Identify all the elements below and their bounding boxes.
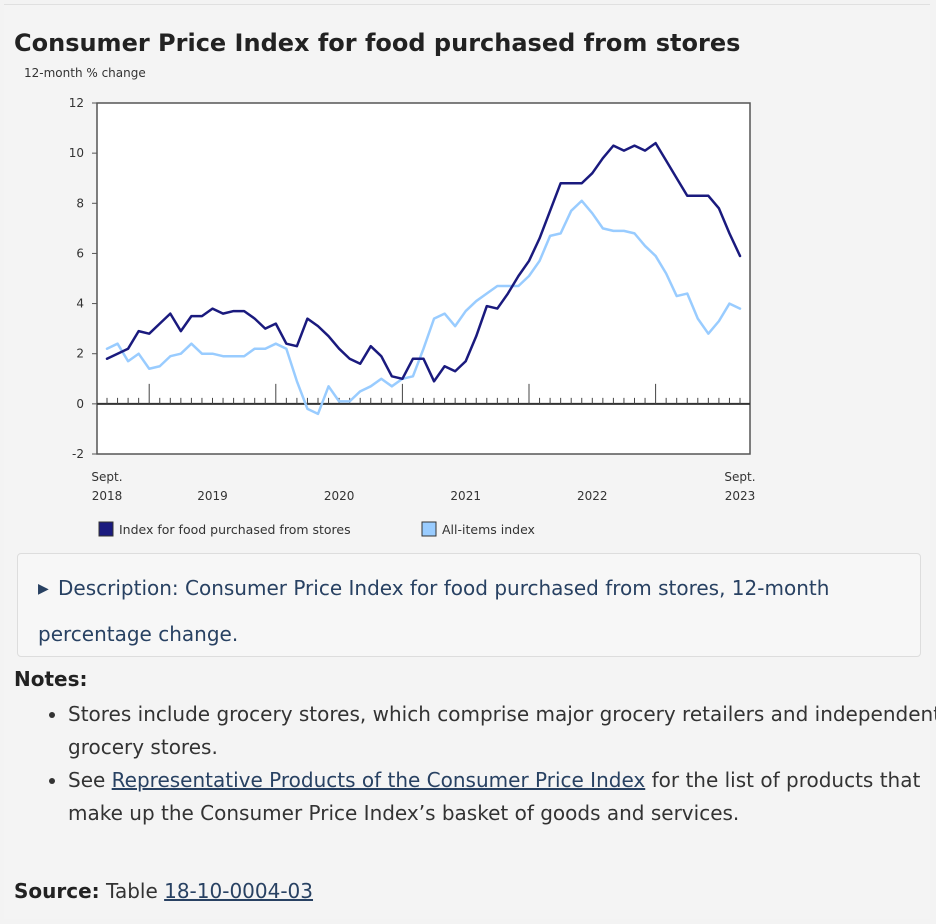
- y-tick-label: 2: [76, 347, 84, 361]
- y-tick-label: -2: [72, 447, 84, 461]
- description-details[interactable]: ▶ Description: Consumer Price Index for f…: [17, 553, 921, 657]
- legend-label: Index for food purchased from stores: [119, 522, 351, 537]
- legend-label: All-items index: [442, 522, 535, 537]
- y-tick-label: 10: [69, 146, 84, 160]
- series-line-all-items: [105, 199, 742, 416]
- legend-swatch: [98, 521, 114, 537]
- chart-card: Consumer Price Index for food purchased …: [4, 4, 936, 919]
- note-item: Stores include grocery stores, which com…: [68, 698, 936, 764]
- plot-area: [96, 102, 751, 455]
- y-tick-label: 0: [76, 397, 84, 411]
- representative-products-link[interactable]: Representative Products of the Consumer …: [111, 768, 646, 792]
- y-tick-label: 6: [76, 246, 84, 260]
- y-axis-label: 12-month % change: [24, 66, 146, 80]
- source-line: Source: Table 18-10-0004-03: [14, 879, 314, 903]
- x-tick-label: 2021: [450, 489, 481, 503]
- y-tick-label: 4: [76, 297, 84, 311]
- source-table-link[interactable]: 18-10-0004-03: [164, 879, 314, 903]
- x-tick-label: 2018: [92, 489, 123, 503]
- y-tick-label: 12: [69, 96, 84, 110]
- description-toggle[interactable]: ▶ Description: Consumer Price Index for f…: [38, 566, 878, 657]
- notes-list: Stores include grocery stores, which com…: [34, 698, 936, 830]
- notes-heading: Notes:: [14, 667, 88, 691]
- note-item: See Representative Products of the Consu…: [68, 764, 936, 830]
- expand-triangle-icon: ▶: [38, 581, 49, 597]
- source-label: Source:: [14, 879, 100, 903]
- x-tick-label-top: Sept.: [91, 470, 122, 484]
- y-tick-label: 8: [76, 196, 84, 210]
- x-tick-label-top: Sept.: [724, 470, 755, 484]
- series-line-food-stores: [105, 141, 742, 383]
- legend-swatch: [421, 521, 437, 537]
- x-tick-label: 2020: [324, 489, 355, 503]
- x-tick-label: 2023: [725, 489, 756, 503]
- x-tick-label: 2019: [197, 489, 228, 503]
- x-tick-label: 2022: [577, 489, 608, 503]
- description-label: Description: Consumer Price Index for fo…: [38, 576, 830, 646]
- page-title: Consumer Price Index for food purchased …: [14, 29, 741, 57]
- line-chart: 12-month % change -2 0 2 4 6 8 10 12 Sept. 2018 201…: [24, 66, 756, 537]
